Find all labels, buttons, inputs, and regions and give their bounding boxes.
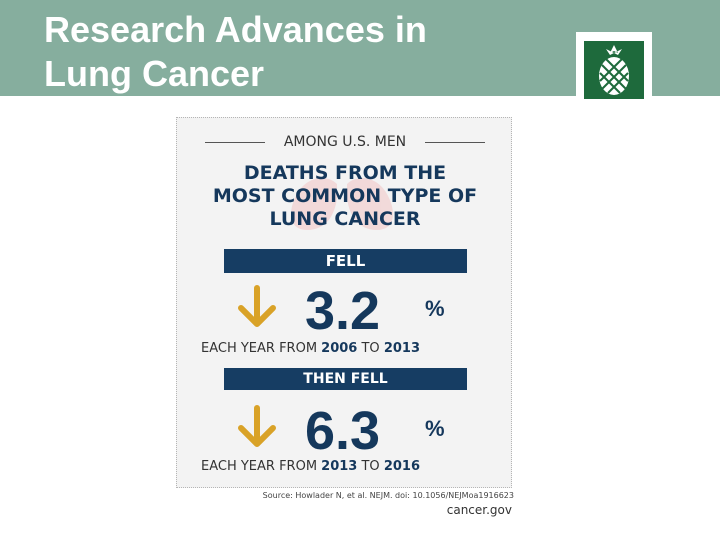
caption-2-to: 2016 [383, 459, 420, 474]
infographic: AMONG U.S. MEN DEATHS FROM THE MOST COMM… [176, 117, 512, 488]
lungs-watermark-icon [291, 160, 393, 230]
stat-value-2: 6.3 [305, 401, 381, 461]
caption-2-prefix: EACH YEAR FROM [201, 459, 322, 474]
source-citation: Source: Howlader N, et al. NEJM. doi: 10… [262, 491, 514, 500]
stat-unit-1: % [425, 296, 445, 321]
down-arrow-icon [238, 285, 276, 327]
headline-line-2: MOST COMMON TYPE OF [212, 185, 478, 207]
caption-2-mid: TO [357, 459, 384, 474]
headline-line-3: LUNG CANCER [269, 208, 421, 230]
headline-line-1: DEATHS FROM THE [243, 162, 447, 184]
caption-1-to: 2013 [383, 341, 420, 356]
banner-fell: FELL [224, 249, 467, 273]
kicker-text: AMONG U.S. MEN [283, 134, 407, 150]
kicker: AMONG U.S. MEN [205, 132, 485, 152]
caption-1-prefix: EACH YEAR FROM [201, 341, 322, 356]
logo-background [584, 41, 644, 99]
caption-1: EACH YEAR FROM 2006 TO 2013 [201, 340, 501, 358]
pineapple-icon [599, 45, 629, 95]
stat-value-1: 3.2 [305, 281, 381, 341]
logo [576, 32, 652, 104]
banner-then-fell: THEN FELL [224, 368, 467, 390]
kicker-rule-right [425, 142, 485, 143]
slide-title-line-2: Lung Cancer [44, 53, 265, 94]
caption-1-mid: TO [357, 341, 384, 356]
down-arrow-icon [238, 405, 276, 447]
slide-title-line-1: Research Advances in [44, 9, 427, 50]
slide-title: Research Advances in Lung Cancer [44, 8, 427, 96]
site-credit: cancer.gov [446, 503, 512, 517]
caption-2: EACH YEAR FROM 2013 TO 2016 [201, 458, 501, 476]
caption-1-from: 2006 [321, 341, 358, 356]
kicker-rule-left [205, 142, 265, 143]
caption-2-from: 2013 [321, 459, 358, 474]
stat-unit-2: % [425, 416, 445, 441]
